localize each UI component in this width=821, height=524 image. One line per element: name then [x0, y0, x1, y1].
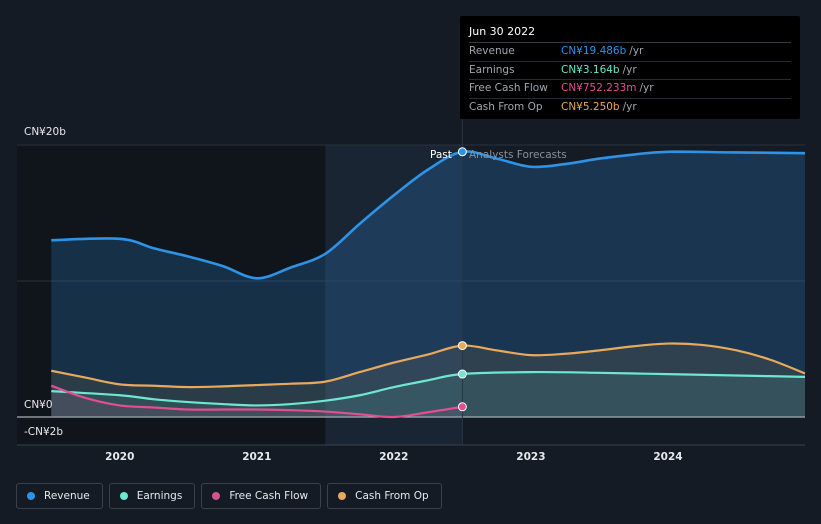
legend-dot-icon [119, 492, 128, 500]
line-free-cash-flow [50, 384, 463, 419]
area-revenue [51, 151, 806, 417]
x-tick-label-2022: 2022 [379, 451, 409, 463]
legend-dot-icon [338, 492, 347, 500]
tooltip-unit: /yr [629, 45, 644, 57]
tooltip-label: Revenue [469, 45, 515, 57]
marker-earnings [457, 369, 467, 379]
past-label: Past [430, 149, 452, 161]
tooltip-label: Free Cash Flow [469, 82, 548, 94]
x-tick-label-2020: 2020 [105, 451, 135, 463]
tooltip-date: Jun 30 2022 [469, 24, 791, 43]
legend-item-earnings[interactable]: Earnings [108, 483, 196, 509]
legend: Revenue Earnings Free Cash Flow Cash Fro… [16, 483, 442, 509]
area-free-cash-flow [51, 385, 463, 418]
tooltip-value: CN¥752.233m [561, 82, 637, 94]
legend-dot-icon [212, 492, 221, 500]
tooltip-row-revenue: Revenue CN¥19.486b /yr [469, 43, 791, 62]
x-tick-label-2024: 2024 [653, 451, 683, 463]
y-tick-label-zero: CN¥0 [24, 399, 53, 411]
tooltip-unit: /yr [622, 63, 637, 76]
tooltip-row-cash-from-op: Cash From Op CN¥5.250b /yr [469, 99, 791, 117]
legend-label: Cash From Op [355, 490, 429, 502]
forecast-label: Analysts Forecasts [469, 149, 567, 161]
y-tick-label-top: CN¥20b [24, 126, 66, 138]
line-earnings [51, 370, 806, 407]
tooltip-value: CN¥19.486b [561, 45, 627, 57]
tooltip-unit: /yr [622, 100, 637, 113]
series-lines [50, 150, 806, 419]
legend-label: Revenue [44, 490, 90, 502]
legend-label: Earnings [136, 490, 183, 502]
x-tick-label-2021: 2021 [242, 451, 272, 463]
series-markers [457, 147, 467, 412]
tooltip-unit: /yr [639, 82, 654, 94]
line-cash-from-op [51, 342, 806, 389]
legend-label: Free Cash Flow [229, 490, 309, 502]
line-revenue [51, 150, 806, 280]
x-tick-label-2023: 2023 [516, 451, 546, 463]
legend-item-cash-from-op[interactable]: Cash From Op [327, 483, 442, 509]
legend-dot-icon [27, 492, 35, 500]
marker-revenue [457, 147, 467, 157]
legend-item-revenue[interactable]: Revenue [16, 483, 103, 509]
tooltip-row-free-cash-flow: Free Cash Flow CN¥752.233m /yr [469, 80, 791, 99]
tooltip-value: CN¥3.164b [561, 63, 620, 76]
y-tick-label-bottom: -CN¥2b [24, 426, 64, 438]
gridlines [17, 144, 805, 446]
tooltip-label: Earnings [469, 63, 515, 76]
tooltip-row-earnings: Earnings CN¥3.164b /yr [469, 62, 791, 80]
tooltip-value: CN¥5.250b [561, 100, 620, 113]
data-tooltip: Jun 30 2022 Revenue CN¥19.486b /yr Earni… [460, 16, 800, 119]
legend-item-free-cash-flow[interactable]: Free Cash Flow [201, 483, 322, 509]
tooltip-label: Cash From Op [469, 100, 543, 113]
marker-free-cash-flow [457, 402, 467, 412]
marker-cash-from-op [457, 341, 467, 351]
